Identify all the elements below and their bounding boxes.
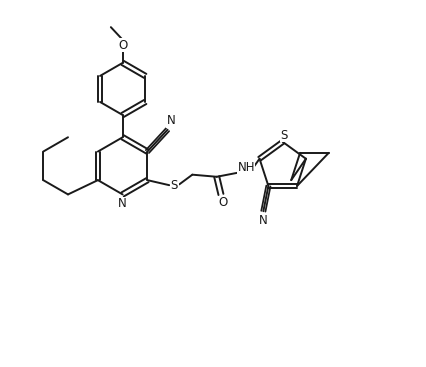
Text: N: N	[118, 197, 127, 210]
Text: NH: NH	[237, 161, 255, 174]
Text: N: N	[167, 114, 176, 127]
Text: S: S	[280, 129, 288, 142]
Text: O: O	[219, 196, 227, 209]
Text: S: S	[170, 179, 178, 192]
Text: N: N	[259, 214, 268, 226]
Text: O: O	[118, 39, 127, 52]
